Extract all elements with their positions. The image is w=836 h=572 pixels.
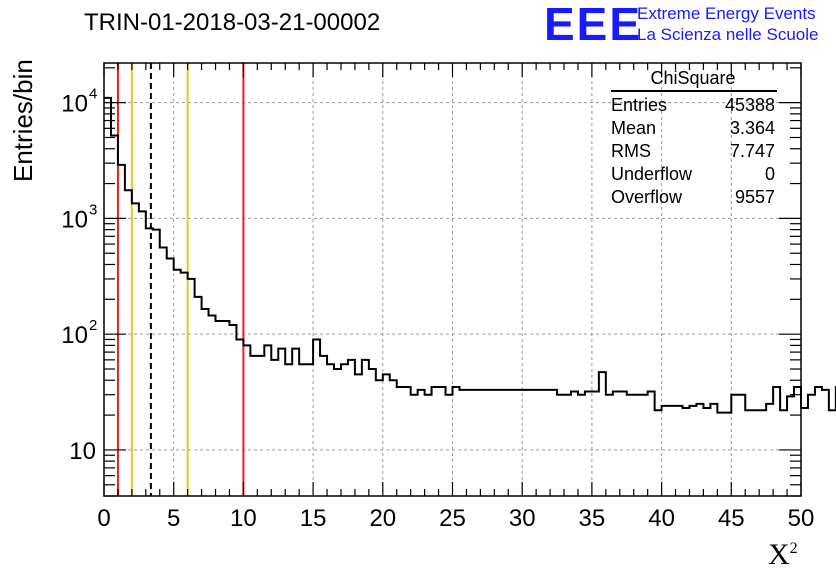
eee-logo-line1: Extreme Energy Events	[637, 4, 816, 23]
y-tick-label-exponent: 3	[89, 201, 97, 218]
stats-value: 0	[764, 164, 775, 184]
stats-row-rms: RMS 7.747	[611, 140, 775, 163]
stats-row-entries: Entries 45388	[611, 94, 775, 117]
x-tick-labels: 0 5 10 15 20 25 30 35 40 45 50	[97, 505, 814, 532]
stats-box: ChiSquare Entries 45388 Mean 3.364 RMS 7…	[611, 68, 777, 209]
chart-title: TRIN-01-2018-03-21-00002	[84, 9, 381, 36]
x-tick-label: 45	[718, 505, 745, 532]
histogram-series	[104, 96, 836, 414]
x-tick-label: 20	[369, 505, 396, 532]
y-tick-label-exponent: 2	[89, 317, 97, 334]
y-axis-label: Entries/bin	[8, 59, 39, 182]
x-tick-label: 10	[230, 505, 257, 532]
y-tick-label-exponent: 4	[89, 86, 97, 103]
stats-divider	[611, 90, 777, 92]
x-tick-label: 30	[509, 505, 536, 532]
y-tick-label: 10	[61, 322, 88, 349]
stats-value: 9557	[734, 187, 775, 207]
x-tick-label: 50	[788, 505, 815, 532]
x-axis-label: X2	[768, 538, 798, 572]
eee-logo: EEE	[544, 0, 643, 50]
axis-ticks	[103, 63, 802, 497]
x-tick-label: 5	[167, 505, 180, 532]
stats-label: Underflow	[611, 164, 693, 184]
stats-label: Mean	[611, 118, 657, 138]
stats-value: 7.747	[729, 141, 775, 161]
y-tick-label: 10	[61, 206, 88, 233]
stats-value: 3.364	[729, 118, 775, 138]
x-axis-label-text: X	[768, 538, 790, 571]
stats-label: Overflow	[611, 187, 683, 207]
reference-lines	[116, 63, 245, 496]
x-tick-label: 25	[439, 505, 466, 532]
x-tick-label: 0	[97, 505, 110, 532]
stats-row-mean: Mean 3.364	[611, 117, 775, 140]
stats-label: RMS	[611, 141, 651, 161]
y-tick-label: 10	[69, 438, 96, 465]
x-axis-label-sup: 2	[789, 540, 798, 557]
x-tick-label: 15	[300, 505, 327, 532]
stats-label: Entries	[611, 95, 668, 115]
stats-row-underflow: Underflow 0	[611, 163, 775, 186]
stats-value: 45388	[724, 95, 775, 115]
x-tick-label: 35	[579, 505, 606, 532]
y-axis-label-text: Entries/bin	[8, 59, 38, 182]
stats-row-overflow: Overflow 9557	[611, 186, 775, 209]
eee-logo-line2: La Scienza nelle Scuole	[637, 25, 819, 44]
y-tick-label: 10	[61, 91, 88, 118]
x-tick-label: 40	[648, 505, 675, 532]
stats-title: ChiSquare	[650, 68, 736, 88]
